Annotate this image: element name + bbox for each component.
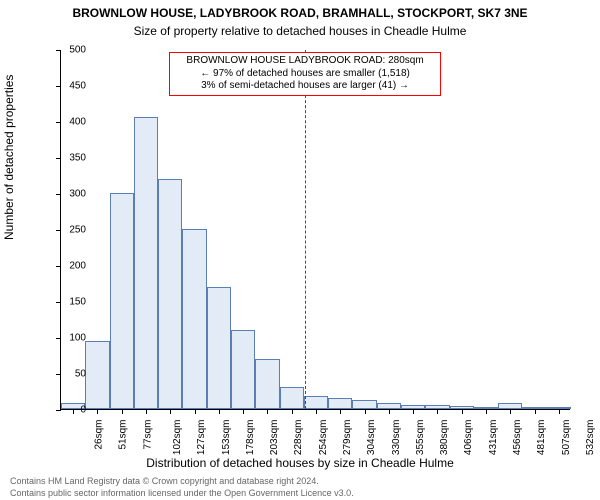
x-tick-mark [219,409,220,414]
y-tick-mark [56,122,61,123]
x-tick-label: 51sqm [118,420,129,450]
y-tick-label: 100 [69,333,86,344]
histogram-bar [352,400,376,409]
x-tick-mark [389,409,390,414]
x-tick-label: 380sqm [439,420,450,456]
histogram-bar [158,179,182,409]
x-tick-label: 532sqm [585,420,596,456]
y-tick-label: 400 [69,117,86,128]
chart-container: BROWNLOW HOUSE, LADYBROOK ROAD, BRAMHALL… [0,0,600,500]
x-tick-label: 355sqm [415,420,426,456]
x-tick-label: 203sqm [269,420,280,456]
histogram-bar [280,387,304,409]
histogram-bar [255,359,279,409]
annotation-line2: ← 97% of detached houses are smaller (1,… [176,68,434,81]
y-tick-mark [56,158,61,159]
x-tick-label: 507sqm [561,420,572,456]
y-tick-mark [56,410,61,411]
y-tick-label: 0 [80,405,86,416]
y-tick-label: 500 [69,45,86,56]
y-tick-mark [56,374,61,375]
x-tick-mark [122,409,123,414]
x-tick-mark [243,409,244,414]
y-tick-mark [56,266,61,267]
x-tick-label: 481sqm [536,420,547,456]
x-tick-label: 77sqm [142,420,153,450]
marker-vertical-line [305,50,306,409]
x-axis-label: Distribution of detached houses by size … [0,456,600,470]
y-tick-label: 450 [69,81,86,92]
x-tick-mark [510,409,511,414]
x-tick-label: 304sqm [366,420,377,456]
y-tick-mark [56,338,61,339]
footer-line2: Contains public sector information licen… [10,488,354,498]
y-axis-label: Number of detached properties [2,75,16,240]
x-tick-mark [413,409,414,414]
x-tick-label: 153sqm [221,420,232,456]
y-tick-mark [56,86,61,87]
x-tick-label: 254sqm [318,420,329,456]
y-tick-label: 200 [69,261,86,272]
y-tick-mark [56,302,61,303]
x-tick-label: 279sqm [342,420,353,456]
x-tick-mark [146,409,147,414]
x-tick-label: 330sqm [391,420,402,456]
x-tick-label: 26sqm [94,420,105,450]
y-tick-label: 300 [69,189,86,200]
histogram-bar [182,229,206,409]
x-tick-label: 456sqm [512,420,523,456]
y-tick-label: 250 [69,225,86,236]
x-tick-mark [340,409,341,414]
histogram-bar [304,396,328,409]
y-tick-mark [56,230,61,231]
annotation-box: BROWNLOW HOUSE LADYBROOK ROAD: 280sqm ← … [169,52,441,96]
x-tick-label: 178sqm [245,420,256,456]
x-tick-mark [73,409,74,414]
x-tick-label: 406sqm [464,420,475,456]
x-tick-label: 228sqm [294,420,305,456]
x-tick-mark [170,409,171,414]
histogram-bar [134,117,158,409]
footer-line1: Contains HM Land Registry data © Crown c… [10,476,319,486]
y-tick-label: 350 [69,153,86,164]
annotation-line3: 3% of semi-detached houses are larger (4… [176,80,434,93]
histogram-bar [207,287,231,409]
x-tick-mark [267,409,268,414]
x-tick-mark [97,409,98,414]
x-tick-mark [437,409,438,414]
x-tick-mark [535,409,536,414]
chart-title-line2: Size of property relative to detached ho… [0,24,600,38]
x-tick-mark [292,409,293,414]
x-tick-label: 431sqm [488,420,499,456]
histogram-bar [328,398,352,409]
y-tick-mark [56,50,61,51]
chart-title-line1: BROWNLOW HOUSE, LADYBROOK ROAD, BRAMHALL… [0,6,600,20]
x-tick-mark [462,409,463,414]
x-tick-label: 102sqm [172,420,183,456]
y-tick-label: 150 [69,297,86,308]
x-tick-mark [316,409,317,414]
plot-area: BROWNLOW HOUSE LADYBROOK ROAD: 280sqm ← … [60,50,570,410]
annotation-line1: BROWNLOW HOUSE LADYBROOK ROAD: 280sqm [176,55,434,68]
x-tick-label: 127sqm [196,420,207,456]
x-tick-mark [559,409,560,414]
x-tick-mark [486,409,487,414]
x-tick-mark [195,409,196,414]
histogram-bar [85,341,109,409]
x-tick-mark [365,409,366,414]
histogram-bar [231,330,255,409]
y-tick-mark [56,194,61,195]
y-tick-label: 50 [75,369,86,380]
histogram-bar [110,193,134,409]
